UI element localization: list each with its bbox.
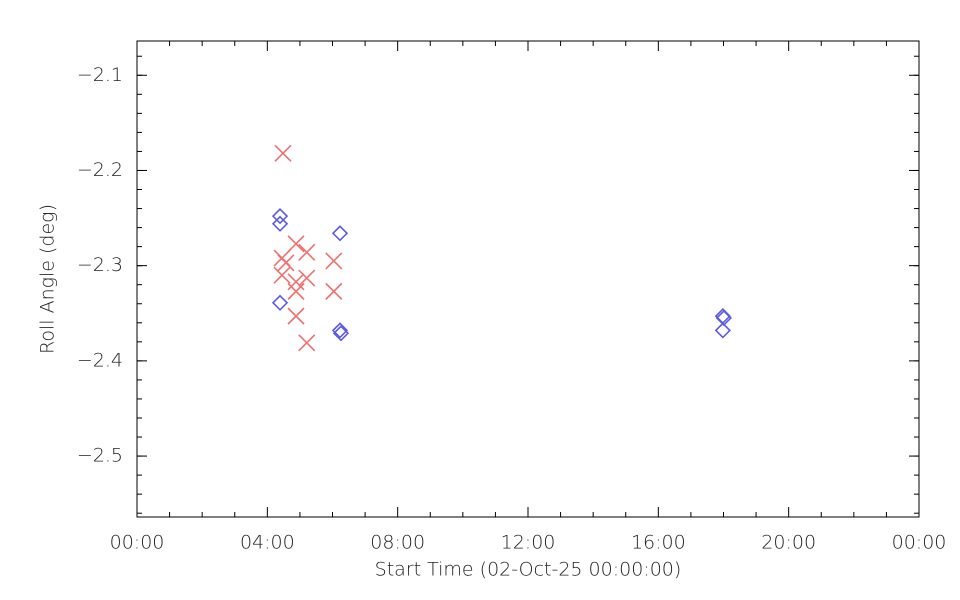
x-point	[298, 334, 316, 352]
x-tick-label: 00:00	[892, 532, 947, 554]
x-tick-label: 12:00	[501, 532, 556, 554]
x-tick-label: 00:00	[110, 532, 165, 554]
y-tick-label: −2.4	[77, 349, 123, 371]
x-point	[298, 269, 316, 287]
y-tick-label: −2.5	[77, 445, 123, 467]
y-tick-label: −2.3	[77, 254, 123, 276]
x-axis-label: Start Time (02-Oct-25 00:00:00)	[375, 559, 682, 581]
x-point	[273, 266, 291, 284]
diamond-point	[271, 215, 289, 232]
y-axis-label: Roll Angle (deg)	[37, 204, 59, 354]
x-tick-label: 16:00	[631, 532, 686, 554]
x-point	[287, 282, 305, 300]
x-point	[287, 273, 305, 291]
diamond-point	[271, 294, 289, 311]
x-tick-label: 08:00	[370, 532, 425, 554]
x-point	[287, 235, 305, 253]
x-tick-label: 20:00	[761, 532, 816, 554]
x-point	[287, 307, 305, 325]
x-point	[277, 254, 295, 272]
plot-frame	[136, 40, 920, 518]
diamond-point	[271, 208, 289, 225]
diamond-point	[331, 322, 349, 339]
diamond-point	[714, 322, 731, 339]
x-point	[274, 144, 292, 162]
y-tick-label: −2.1	[77, 64, 123, 86]
x-tick-label: 04:00	[240, 532, 295, 554]
y-tick-label: −2.2	[77, 159, 123, 181]
x-point	[298, 243, 316, 261]
x-point	[325, 282, 343, 300]
diamond-point	[332, 325, 350, 342]
diamond-point	[331, 225, 349, 242]
x-point	[325, 252, 343, 270]
